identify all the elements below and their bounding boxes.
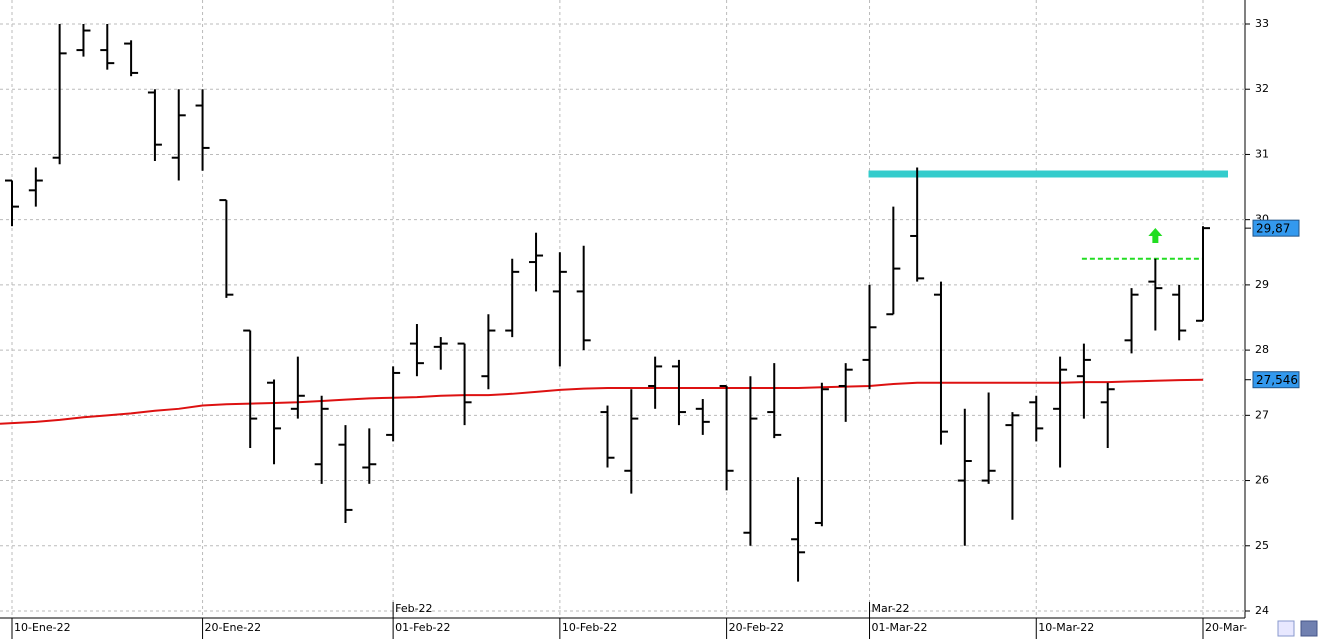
x-tick-label: 10-Ene-22 bbox=[14, 621, 71, 634]
x-tick-label: 10-Mar-22 bbox=[1038, 621, 1094, 634]
price-label: 29,87 bbox=[1256, 222, 1290, 236]
x-tick-label: 20-Feb-22 bbox=[729, 621, 784, 634]
moving-average bbox=[0, 378, 1204, 425]
period-label: Feb-22 bbox=[395, 602, 432, 615]
x-tick-label: 01-Feb-22 bbox=[395, 621, 450, 634]
y-tick-label: 31 bbox=[1255, 147, 1269, 160]
save-icon[interactable] bbox=[1300, 620, 1318, 637]
period-label: Mar-22 bbox=[872, 602, 910, 615]
tool-icon[interactable] bbox=[1277, 620, 1295, 637]
breakout-arrow bbox=[1148, 227, 1163, 243]
price-label-box bbox=[1252, 371, 1300, 389]
y-tick-label: 27 bbox=[1255, 408, 1269, 421]
y-tick-label: 33 bbox=[1255, 17, 1269, 30]
price-label-box bbox=[1252, 219, 1300, 237]
y-tick-label: 25 bbox=[1255, 539, 1269, 552]
y-tick-label: 29 bbox=[1255, 278, 1269, 291]
y-tick-label: 24 bbox=[1255, 604, 1269, 617]
y-tick-label: 32 bbox=[1255, 82, 1269, 95]
y-tick-label: 28 bbox=[1255, 343, 1269, 356]
x-tick-label: 01-Mar-22 bbox=[872, 621, 928, 634]
price-label: 27,546 bbox=[1256, 373, 1298, 387]
x-tick-label: 20-Ene-22 bbox=[205, 621, 262, 634]
x-tick-label: 20-Mar- bbox=[1205, 621, 1247, 634]
x-tick-label: 10-Feb-22 bbox=[562, 621, 617, 634]
y-tick-label: 26 bbox=[1255, 474, 1269, 487]
